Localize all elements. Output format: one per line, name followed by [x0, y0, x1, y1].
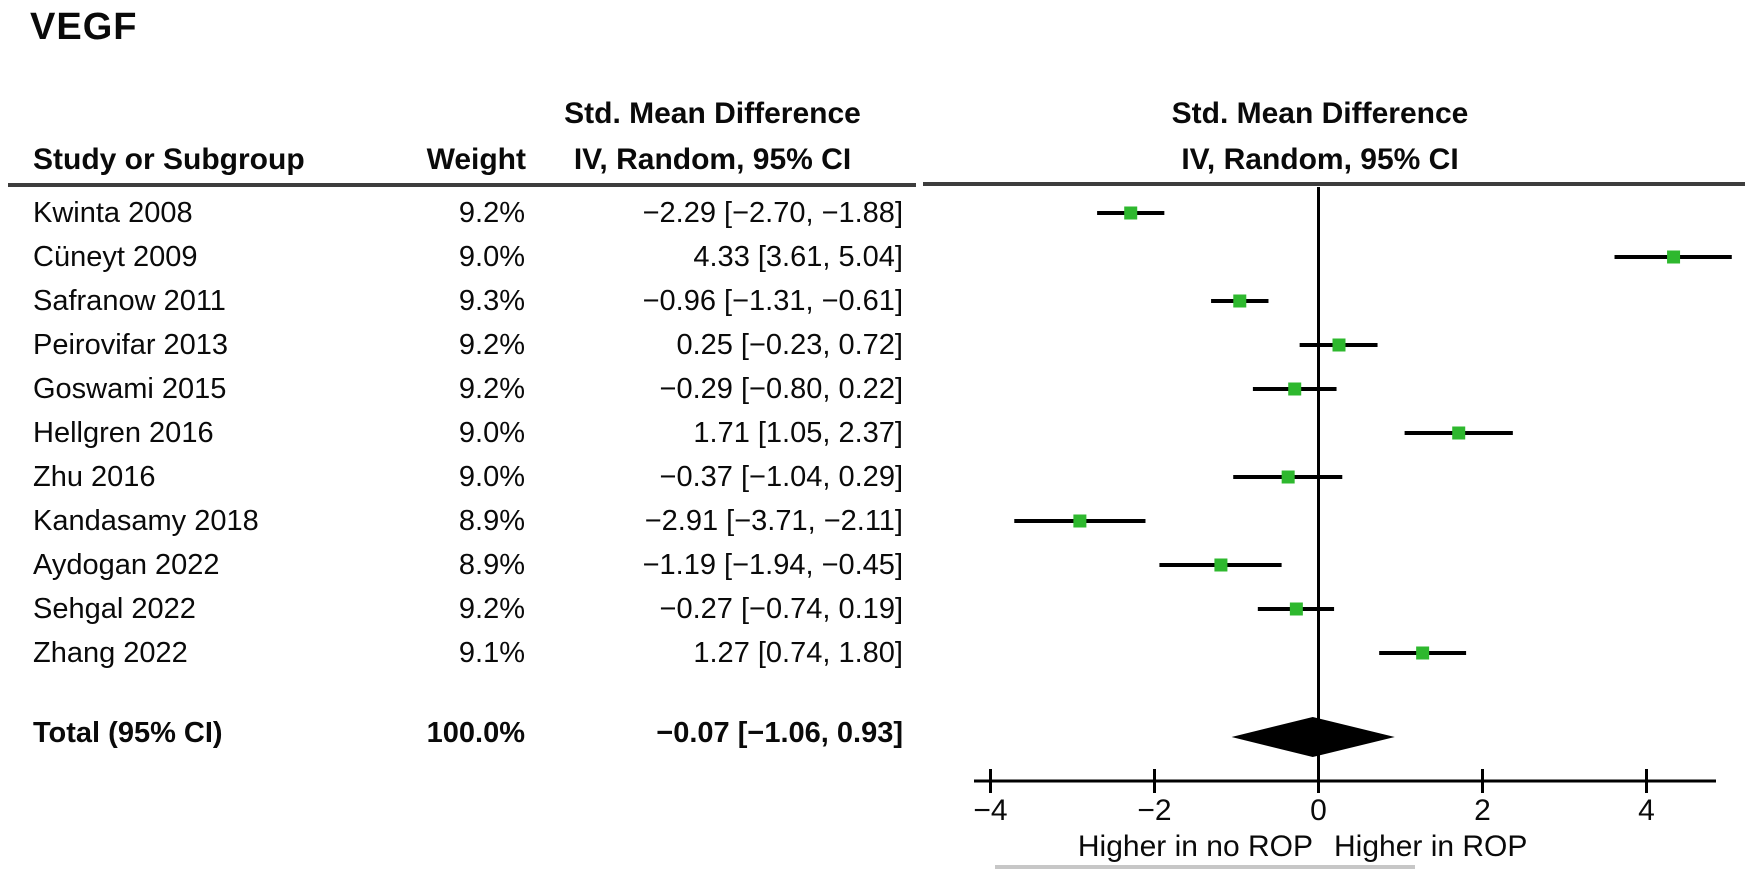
study-weight: 9.2% — [458, 197, 525, 229]
study-ci-text: −2.29 [−2.70, −1.88] — [642, 197, 903, 229]
study-name: Sehgal 2022 — [33, 593, 196, 625]
study-weight: 9.2% — [458, 593, 525, 625]
study-name: Zhu 2016 — [33, 461, 156, 493]
mean-marker — [1289, 602, 1303, 616]
study-weight: 9.0% — [458, 241, 525, 273]
study-ci-text: −1.19 [−1.94, −0.45] — [642, 549, 903, 581]
study-weight: 9.3% — [458, 285, 525, 317]
table-col3-header-line1: Std. Mean Difference — [564, 97, 861, 130]
table-col3-header-line2: IV, Random, 95% CI — [573, 143, 852, 176]
axis-tick-label: 0 — [1310, 794, 1327, 827]
study-weight: 8.9% — [458, 505, 525, 537]
header-underline-table — [8, 183, 916, 187]
study-ci-text: 1.71 [1.05, 2.37] — [693, 417, 903, 449]
plot-header-line2: IV, Random, 95% CI — [1181, 143, 1459, 176]
axis-tick-label: −4 — [973, 794, 1008, 827]
scan-artifact-line — [995, 865, 1415, 869]
mean-marker — [1073, 514, 1087, 528]
axis-tick-label: 2 — [1474, 794, 1491, 827]
mean-marker — [1281, 470, 1295, 484]
mean-marker — [1233, 294, 1247, 308]
study-name: Safranow 2011 — [33, 285, 226, 317]
header-underline-plot — [923, 182, 1745, 186]
study-weight: 9.0% — [458, 417, 525, 449]
total-diamond — [1231, 717, 1395, 757]
x-axis-label-left: Higher in no ROP — [1077, 830, 1313, 863]
study-ci-text: −0.37 [−1.04, 0.29] — [659, 461, 903, 493]
study-ci-text: 1.27 [0.74, 1.80] — [693, 637, 903, 669]
x-axis-label-right: Higher in ROP — [1334, 830, 1528, 863]
study-ci-text: −0.29 [−0.80, 0.22] — [659, 373, 903, 405]
mean-marker — [1667, 250, 1681, 264]
study-weight: 9.0% — [458, 461, 525, 493]
page-title: VEGF — [30, 6, 138, 48]
study-ci-text: −0.96 [−1.31, −0.61] — [642, 285, 903, 317]
mean-marker — [1124, 206, 1138, 220]
axis-tick-label: −2 — [1137, 794, 1172, 827]
mean-marker — [1332, 338, 1346, 352]
study-name: Cüneyt 2009 — [33, 241, 198, 273]
mean-marker — [1416, 646, 1430, 660]
axis-tick-label: 4 — [1638, 794, 1655, 827]
study-weight: 9.1% — [458, 637, 525, 669]
study-weight: 8.9% — [458, 549, 525, 581]
study-weight: 9.2% — [458, 329, 525, 361]
study-ci-text: 4.33 [3.61, 5.04] — [693, 241, 903, 273]
study-name: Peirovifar 2013 — [33, 329, 229, 361]
study-name: Kwinta 2008 — [33, 197, 193, 229]
study-name: Kandasamy 2018 — [33, 505, 259, 537]
plot-header-line1: Std. Mean Difference — [1171, 97, 1469, 130]
mean-marker — [1214, 558, 1228, 572]
study-ci-text: −0.27 [−0.74, 0.19] — [659, 593, 903, 625]
study-name: Hellgren 2016 — [33, 417, 214, 449]
study-weight: 9.2% — [458, 373, 525, 405]
table-col1-header: Study or Subgroup — [33, 143, 305, 176]
study-name: Goswami 2015 — [33, 373, 227, 405]
mean-marker — [1452, 426, 1466, 440]
study-name: Zhang 2022 — [33, 637, 188, 669]
table-col2-header: Weight — [426, 143, 526, 176]
study-ci-text: 0.25 [−0.23, 0.72] — [676, 329, 903, 361]
study-name: Aydogan 2022 — [33, 549, 220, 581]
study-ci-text: −2.91 [−3.71, −2.11] — [644, 505, 903, 537]
mean-marker — [1288, 382, 1302, 396]
total-label: Total (95% CI) — [33, 717, 223, 749]
total-ci-text: −0.07 [−1.06, 0.93] — [656, 717, 903, 749]
total-weight: 100.0% — [426, 717, 525, 749]
